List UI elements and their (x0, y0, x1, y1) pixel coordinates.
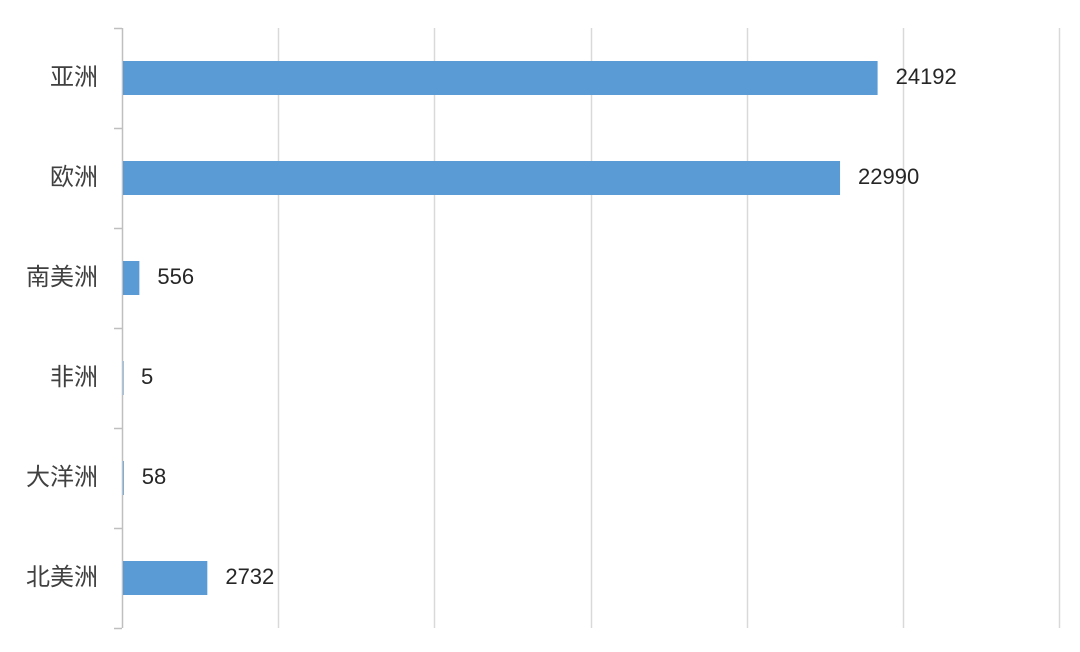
bar (123, 361, 124, 395)
bar (123, 261, 140, 295)
gridlines (277, 28, 1061, 628)
bar (123, 561, 208, 595)
category-label: 南美洲 (26, 263, 98, 291)
data-label: 556 (157, 264, 194, 289)
bar (123, 61, 878, 95)
category-label: 非洲 (50, 363, 98, 391)
category-label: 亚洲 (50, 63, 98, 91)
bar (123, 461, 124, 495)
data-label: 24192 (896, 64, 957, 89)
category-label: 欧洲 (50, 163, 98, 191)
labels: 亚洲 24192 欧洲 22990 南美洲 556 非洲 5 大洋洲 58 北美洲 2732 (26, 63, 957, 591)
bars (123, 61, 878, 595)
data-label: 22990 (858, 164, 919, 189)
category-label: 北美洲 (26, 563, 98, 591)
data-label: 5 (141, 364, 153, 389)
category-label: 大洋洲 (26, 463, 98, 491)
bar (123, 161, 841, 195)
data-label: 2732 (225, 564, 274, 589)
data-label: 58 (142, 464, 166, 489)
category-axis (114, 27, 124, 630)
